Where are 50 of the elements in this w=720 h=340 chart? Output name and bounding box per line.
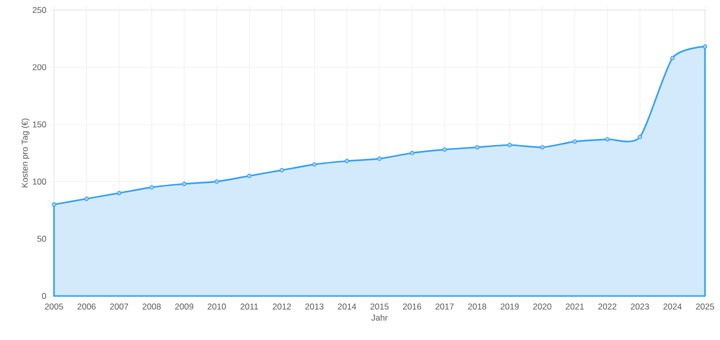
y-tick-label: 50 xyxy=(37,236,46,242)
x-tick-label: 2017 xyxy=(436,304,454,310)
point xyxy=(149,185,154,190)
point xyxy=(377,156,382,161)
point xyxy=(182,182,186,186)
point xyxy=(410,150,414,156)
y-tick-label: 100 xyxy=(32,178,46,185)
x-tick-label: 2010 xyxy=(208,304,226,310)
x-tick-label: 2006 xyxy=(78,304,96,310)
x-tick-label: 2007 xyxy=(110,304,128,310)
point xyxy=(702,44,708,49)
x-tick-label: 2023 xyxy=(630,304,649,310)
y-axis-title: Kosten pro Tag (€) xyxy=(21,118,30,188)
point xyxy=(474,145,480,150)
x-tick-label: 2016 xyxy=(403,304,422,310)
point xyxy=(540,145,544,150)
point xyxy=(116,190,122,196)
y-tick-label: 200 xyxy=(32,64,46,70)
x-tick-label: 2019 xyxy=(500,304,519,310)
point xyxy=(312,162,317,167)
x-tick-label: 2011 xyxy=(240,304,258,310)
x-tick-label: 2025 xyxy=(696,304,714,310)
point xyxy=(84,196,89,201)
point xyxy=(214,179,219,184)
x-axis-title: Jahr xyxy=(371,314,388,321)
x-tick-label: 2022 xyxy=(598,304,616,310)
point xyxy=(344,158,350,164)
x-tick-label: 2014 xyxy=(338,304,356,310)
y-tick-label: 250 xyxy=(32,6,46,13)
point xyxy=(572,139,578,144)
point xyxy=(605,137,610,142)
x-tick-label: 2024 xyxy=(663,304,682,310)
point xyxy=(508,142,512,148)
x-tick-label: 2012 xyxy=(272,304,291,310)
x-tick-label: 2015 xyxy=(370,304,389,310)
y-tick-label: 150 xyxy=(32,121,46,128)
point xyxy=(52,202,56,207)
x-tick-label: 2009 xyxy=(175,304,194,310)
x-tick-label: 2013 xyxy=(305,304,324,310)
y-tick-label: 0 xyxy=(42,292,46,300)
x-tick-label: 2020 xyxy=(533,304,552,310)
x-tick-label: 2005 xyxy=(44,304,64,310)
point xyxy=(670,56,675,60)
point xyxy=(442,147,447,152)
x-tick-label: 2018 xyxy=(468,304,486,310)
point xyxy=(280,168,284,172)
point xyxy=(638,134,642,140)
point xyxy=(247,174,252,178)
x-tick-label: 2021 xyxy=(566,304,584,310)
x-tick-label: 2008 xyxy=(142,304,161,310)
